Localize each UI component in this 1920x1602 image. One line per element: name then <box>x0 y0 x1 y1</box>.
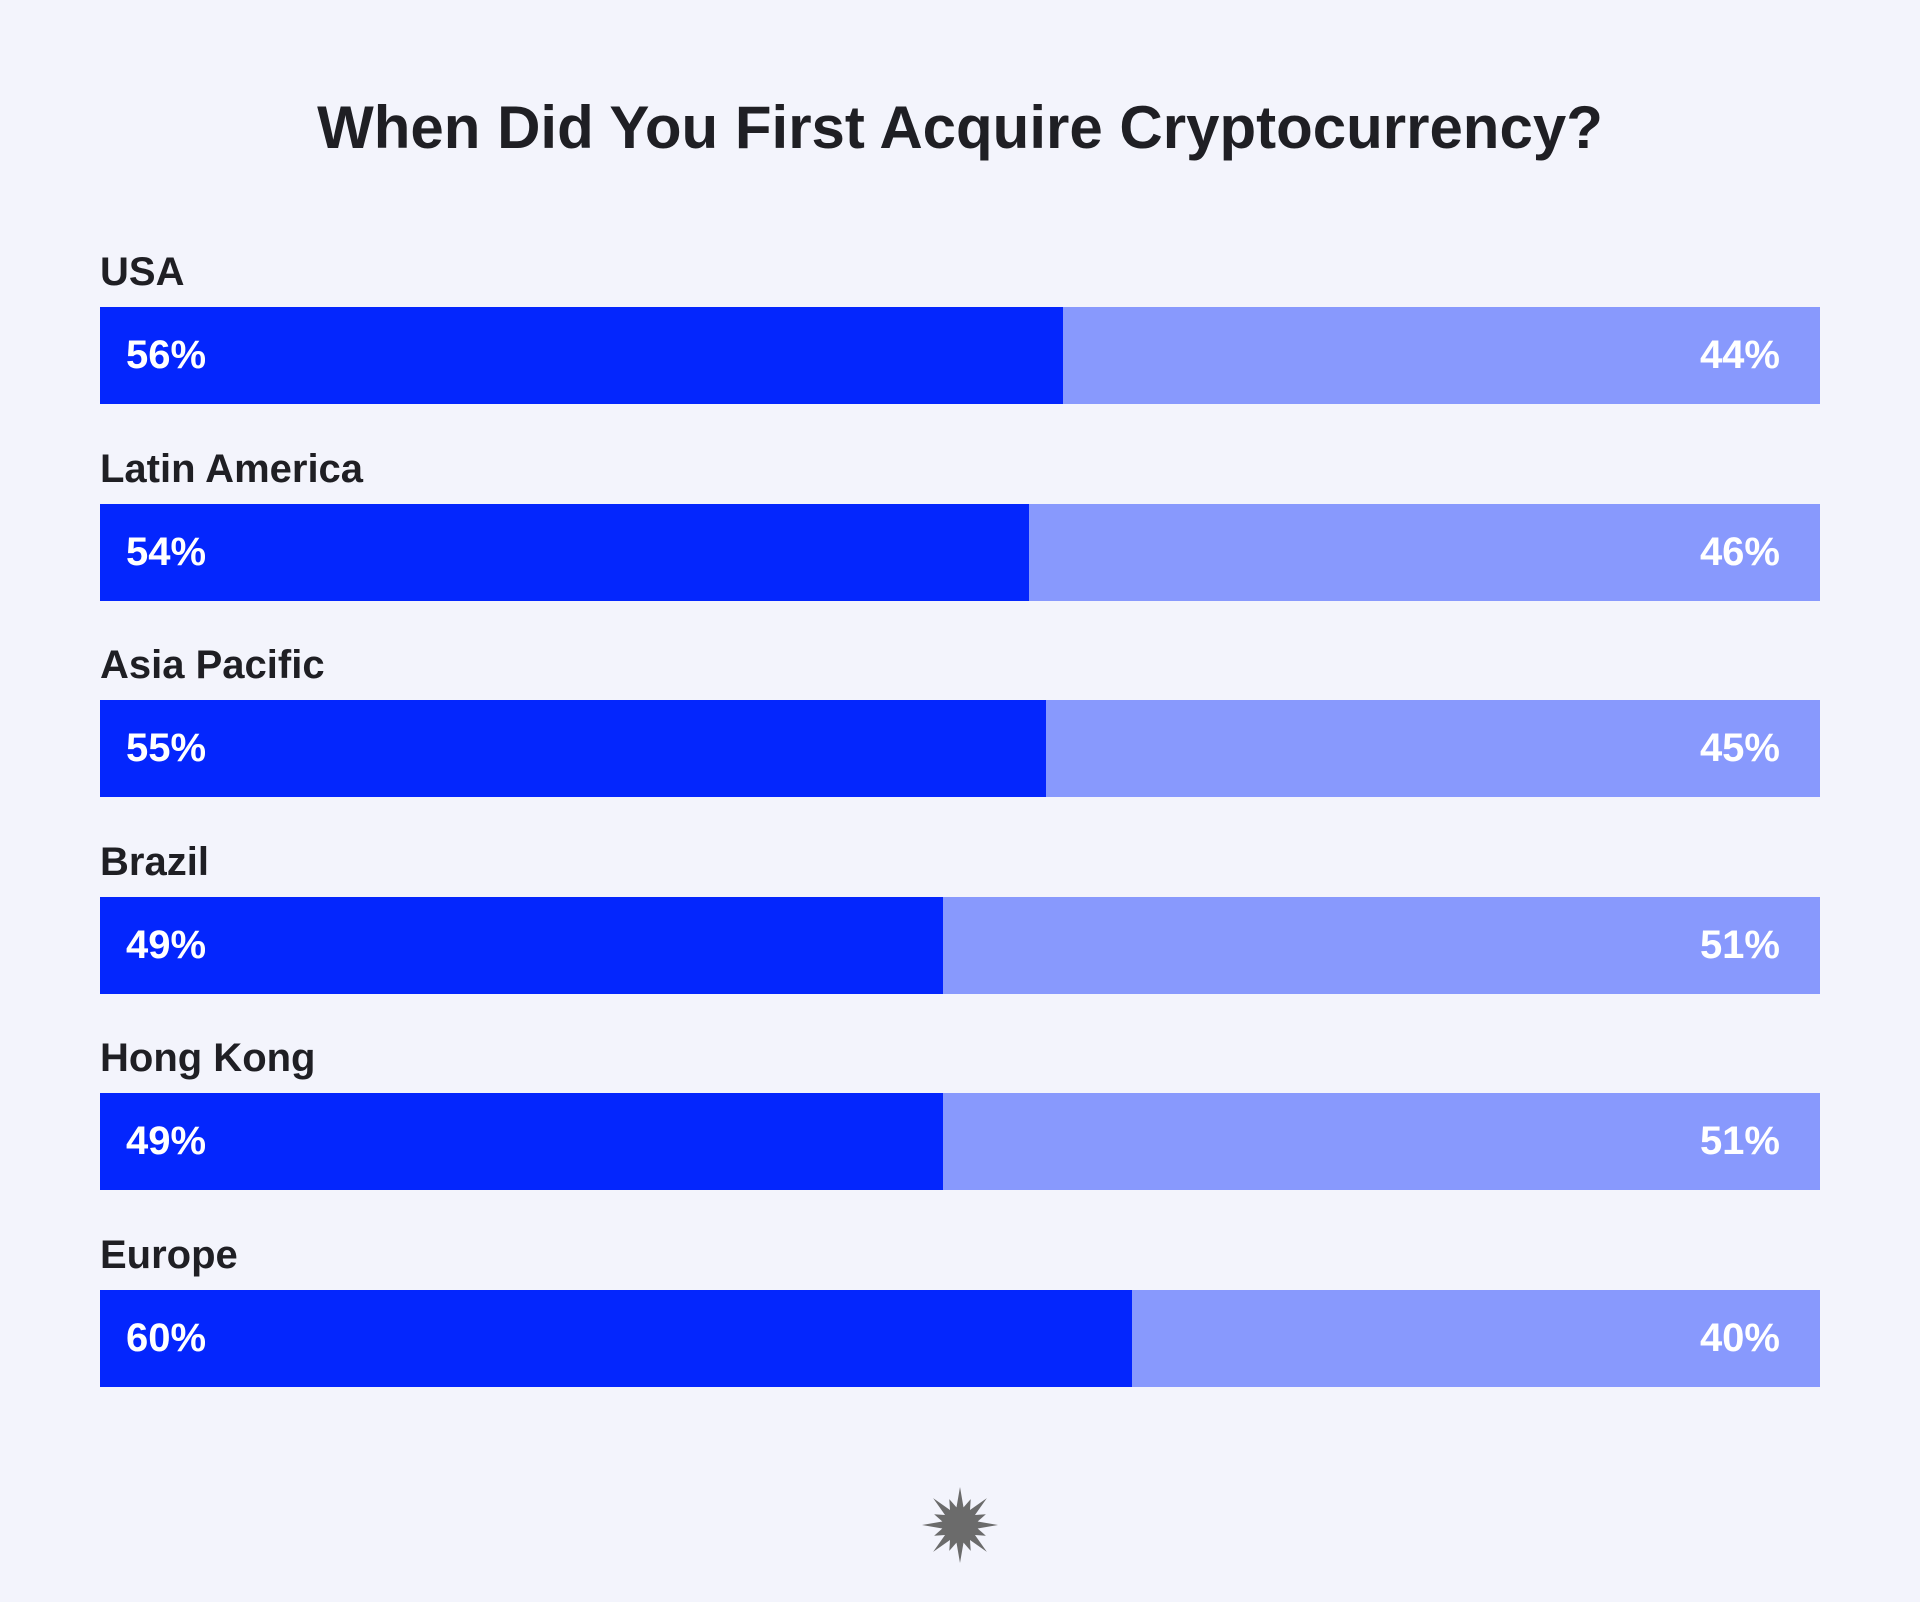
data-label-second-hong-kong: 51% <box>1699 1119 1780 1164</box>
category-label-hong-kong: Hong Kong <box>100 1036 316 1081</box>
bar-segment-first-latin-america <box>100 503 1029 601</box>
stacked-bar-chart: USA 56% 44% Latin America 54% 46% Asia Pacific… <box>100 0 1820 1500</box>
bar-segment-first-asia-pacific <box>100 700 1046 798</box>
data-label-first-asia-pacific: 55% <box>126 726 207 771</box>
bar-segment-second-brazil <box>942 896 1820 994</box>
category-label-asia-pacific: Asia Pacific <box>100 643 325 688</box>
bar-segment-second-usa <box>1063 307 1820 404</box>
bar-segment-second-asia-pacific <box>1046 700 1820 798</box>
bar-segment-first-hong-kong <box>100 1093 943 1191</box>
chart-title: When Did You First Acquire Cryptocurrenc… <box>317 94 1603 161</box>
bar-row-europe: 60% 40% <box>100 1290 1820 1387</box>
category-label-usa: USA <box>100 250 185 294</box>
bar-segment-second-europe <box>1132 1290 1820 1387</box>
bar-row-asia-pacific: 55% 45% <box>100 700 1820 798</box>
data-label-first-latin-america: 54% <box>126 529 207 574</box>
starburst-logo-shape <box>922 1487 998 1563</box>
bar-segment-second-latin-america <box>1028 503 1820 601</box>
bar-row-latin-america: 54% 46% <box>100 503 1820 601</box>
data-label-second-latin-america: 46% <box>1699 529 1780 574</box>
data-label-first-brazil: 49% <box>126 922 207 967</box>
category-label-latin-america: Latin America <box>100 446 364 491</box>
bar-row-hong-kong: 49% 51% <box>100 1093 1820 1191</box>
data-label-second-brazil: 51% <box>1699 922 1780 967</box>
category-label-brazil: Brazil <box>100 839 209 884</box>
bar-segment-first-europe <box>100 1290 1132 1387</box>
starburst-logo-icon <box>922 1487 998 1563</box>
bar-segment-second-hong-kong <box>942 1093 1820 1191</box>
bar-row-usa: 56% 44% <box>100 307 1820 404</box>
data-label-first-hong-kong: 49% <box>126 1119 207 1164</box>
bar-row-brazil: 49% 51% <box>100 896 1820 994</box>
bar-segment-first-usa <box>100 307 1064 404</box>
bar-segment-first-brazil <box>100 896 943 994</box>
category-label-europe: Europe <box>100 1233 238 1277</box>
data-label-second-europe: 40% <box>1699 1316 1780 1360</box>
data-label-first-usa: 56% <box>126 333 207 377</box>
data-label-second-usa: 44% <box>1699 333 1780 377</box>
data-label-second-asia-pacific: 45% <box>1699 726 1780 771</box>
data-label-first-europe: 60% <box>126 1316 207 1360</box>
